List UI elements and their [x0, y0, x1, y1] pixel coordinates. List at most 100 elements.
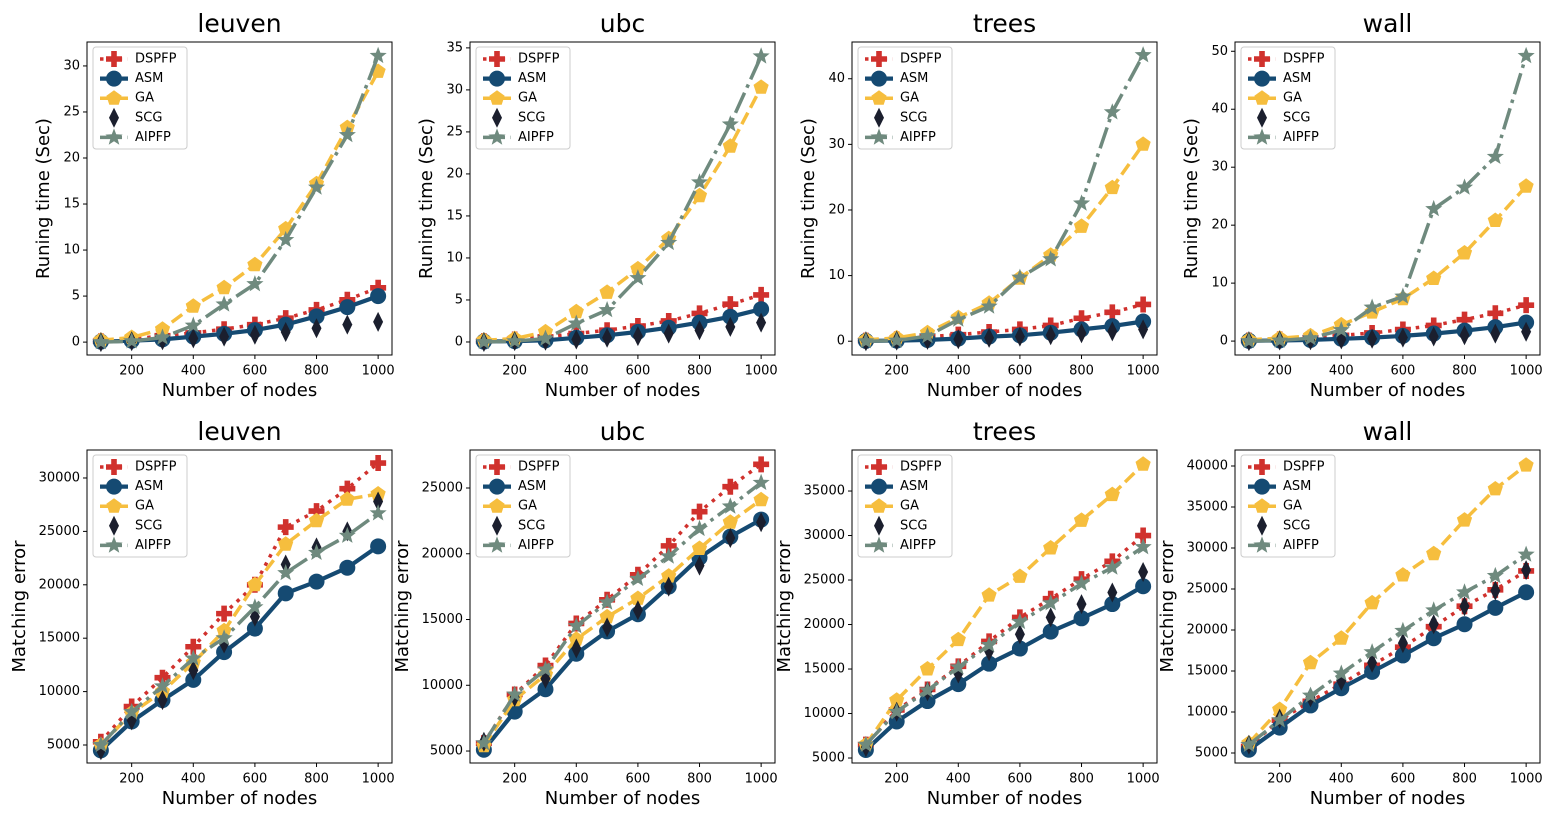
y-tick-label: 20	[63, 150, 80, 165]
legend-marker	[1254, 478, 1270, 495]
marker	[1517, 545, 1535, 562]
legend-marker	[1254, 90, 1270, 105]
marker	[1076, 594, 1087, 615]
marker	[536, 660, 554, 677]
subplot-title: leuven	[197, 417, 281, 446]
marker	[246, 275, 264, 292]
legend-marker	[489, 498, 505, 513]
legend-label: ASM	[518, 71, 546, 86]
x-tick-label: 800	[304, 772, 329, 787]
marker	[1042, 623, 1059, 640]
series-line	[865, 319, 1144, 343]
marker	[722, 478, 739, 495]
x-tick-label: 800	[687, 364, 712, 379]
legend-label: AIPFP	[518, 538, 554, 553]
marker	[308, 573, 325, 590]
marker	[1271, 711, 1289, 728]
legend-label: AIPFP	[135, 538, 171, 553]
series-line	[483, 293, 762, 343]
legend-marker	[870, 536, 888, 553]
marker	[338, 126, 356, 143]
marker	[1425, 199, 1443, 217]
x-tick-label: 600	[242, 364, 267, 379]
legend-label: SCG	[1283, 110, 1310, 125]
marker	[1397, 633, 1408, 654]
y-axis-label: Matching error	[392, 540, 413, 673]
legend: DSPFP ASM GA SCG AIPFP	[475, 454, 571, 558]
x-tick-label: 200	[1267, 772, 1292, 787]
subplot: leuven Number of nodes Runing time (Sec) 20…	[33, 9, 395, 401]
marker	[153, 677, 171, 694]
marker	[369, 46, 387, 64]
y-tick-label: 10000	[422, 678, 463, 693]
marker	[1521, 560, 1532, 581]
marker	[722, 296, 739, 313]
marker	[1043, 540, 1059, 555]
series-line	[483, 86, 763, 343]
marker	[980, 297, 998, 314]
marker	[1487, 305, 1504, 322]
legend-label: DSPFP	[518, 52, 560, 67]
legend: DSPFP ASM GA SCG AIPFP	[1240, 454, 1336, 558]
marker	[602, 327, 613, 348]
marker	[691, 503, 708, 520]
marker	[571, 329, 582, 350]
marker	[1394, 621, 1412, 639]
marker	[1456, 178, 1474, 195]
marker	[722, 308, 739, 325]
legend-marker	[105, 536, 123, 553]
legend-label: ASM	[135, 479, 163, 494]
marker	[1138, 562, 1149, 582]
legend-label: DSPFP	[1283, 52, 1325, 67]
marker	[981, 587, 997, 602]
marker	[753, 79, 769, 94]
x-tick-label: 400	[181, 772, 206, 787]
y-tick-label: 10	[828, 268, 845, 283]
marker	[277, 564, 295, 581]
marker	[1138, 319, 1149, 340]
axes-frame	[469, 41, 776, 356]
marker	[598, 301, 616, 318]
marker	[1107, 582, 1118, 603]
series-line	[482, 517, 763, 752]
marker	[753, 286, 770, 303]
legend: DSPFP ASM GA SCG AIPFP	[92, 454, 188, 558]
y-tick-label: 35000	[804, 484, 845, 499]
series-line	[1248, 303, 1527, 343]
legend-marker	[489, 70, 505, 87]
marker	[1425, 601, 1443, 618]
x-tick-label: 400	[946, 772, 971, 787]
marker	[1073, 574, 1091, 591]
subplot-title: wall	[1363, 417, 1413, 446]
x-tick-label: 600	[1007, 364, 1032, 379]
marker	[1103, 558, 1121, 575]
marker	[506, 332, 524, 349]
axes-frame	[851, 449, 1158, 764]
marker	[1332, 321, 1350, 338]
y-tick-label: 10	[63, 243, 80, 258]
marker	[1367, 328, 1378, 349]
marker	[506, 685, 524, 702]
x-tick-label: 800	[1452, 772, 1477, 787]
series-line	[1248, 55, 1528, 343]
marker	[1486, 147, 1504, 164]
x-tick-label: 200	[884, 364, 909, 379]
marker	[857, 332, 875, 349]
marker	[571, 638, 582, 659]
marker	[247, 256, 263, 272]
legend-marker	[106, 478, 122, 495]
legend-marker	[1257, 107, 1267, 128]
y-tick-label: 30000	[804, 528, 845, 543]
marker	[568, 631, 584, 646]
marker	[691, 519, 709, 537]
marker	[857, 735, 875, 752]
marker	[1301, 686, 1319, 703]
marker	[339, 491, 355, 506]
legend-marker	[488, 128, 506, 145]
marker	[1134, 46, 1152, 63]
x-axis-label: Number of nodes	[545, 788, 700, 809]
y-tick-label: 15	[446, 208, 463, 223]
marker	[1135, 296, 1152, 313]
legend-label: GA	[1283, 91, 1302, 106]
series-line	[482, 481, 763, 745]
